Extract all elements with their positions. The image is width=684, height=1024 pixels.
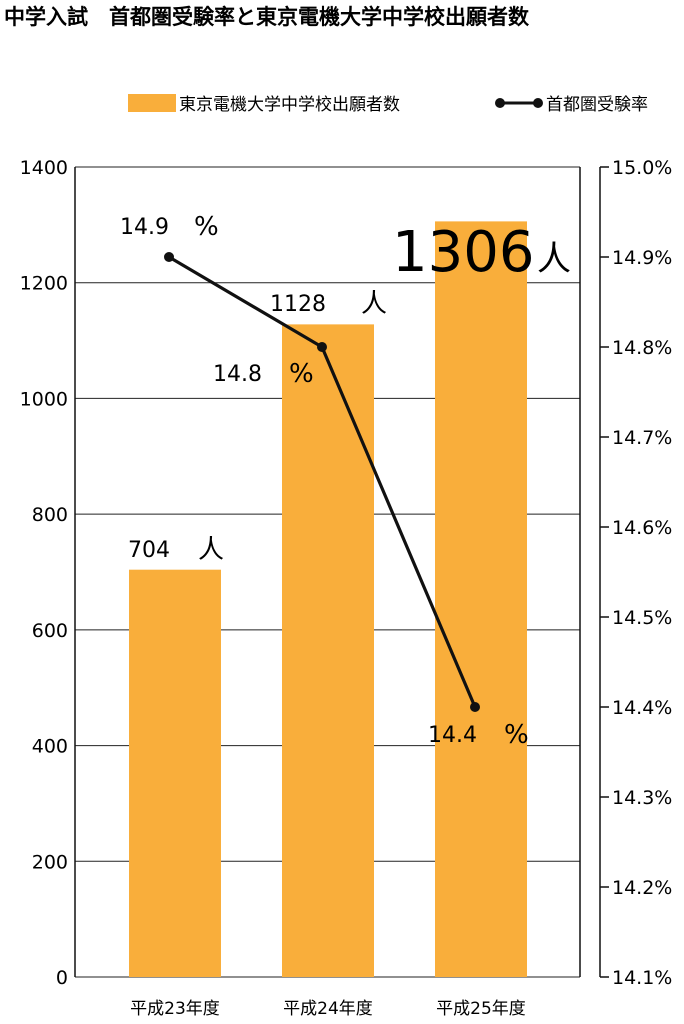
line-value-label: 14.9 [120,215,169,240]
right-tick-label: 14.9% [612,247,672,269]
right-tick-label: 14.2% [612,877,672,899]
bar-value-label: 1128 [270,292,326,317]
bar [282,324,374,977]
left-tick-label: 800 [32,504,68,526]
legend: 東京電機大学中学校出願者数 首都圏受験率 [128,94,648,115]
legend-marker-start [495,98,505,108]
x-axis-ticks: 平成23年度 平成24年度 平成25年度 [130,999,526,1019]
line-point [164,252,174,262]
line-unit-label: % [194,212,219,242]
left-tick-label: 1400 [20,157,68,179]
x-tick-label: 平成23年度 [130,999,220,1019]
left-tick-label: 600 [32,620,68,642]
right-tick-label: 14.3% [612,787,672,809]
bar-unit-label: 人 [361,289,387,319]
left-axis-ticks: 0 200 400 600 800 1000 1200 1400 [20,157,68,989]
legend-label-bar: 東京電機大学中学校出願者数 [179,95,400,115]
left-tick-label: 400 [32,736,68,758]
right-axis-ticks: 14.1% 14.2% 14.3% 14.4% 14.5% 14.6% 14.7% 14.8%… [600,157,672,989]
right-tick-label: 14.6% [612,517,672,539]
legend-marker-end [533,98,543,108]
right-tick-label: 15.0% [612,157,672,179]
bars [129,221,527,977]
line-unit-label: % [289,359,314,389]
line-unit-label: % [504,720,529,750]
bar-unit-label: 人 [198,535,224,565]
bar [435,221,527,977]
left-tick-label: 200 [32,851,68,873]
left-tick-label: 1000 [20,388,68,410]
line-series [164,252,480,712]
right-tick-label: 14.4% [612,697,672,719]
bar [129,569,221,977]
legend-label-line: 首都圏受験率 [546,95,648,115]
line-value-label: 14.8 [213,362,262,387]
line-point [470,702,480,712]
legend-swatch-bar [128,94,176,112]
left-tick-label: 0 [56,967,68,989]
chart-title: 中学入試 首都圏受験率と東京電機大学中学校出願者数 [4,5,530,29]
right-tick-label: 14.7% [612,427,672,449]
left-tick-label: 1200 [20,273,68,295]
line-point [317,342,327,352]
x-tick-label: 平成24年度 [283,999,373,1019]
x-tick-label: 平成25年度 [436,999,526,1019]
bar-value-label: 1306 [392,220,535,285]
axes [74,167,601,977]
bar-unit-label: 人 [537,239,571,279]
right-tick-label: 14.5% [612,607,672,629]
line-value-label: 14.4 [428,723,477,748]
right-tick-label: 14.8% [612,337,672,359]
bar-value-label: 704 [128,538,170,563]
right-tick-label: 14.1% [612,967,672,989]
